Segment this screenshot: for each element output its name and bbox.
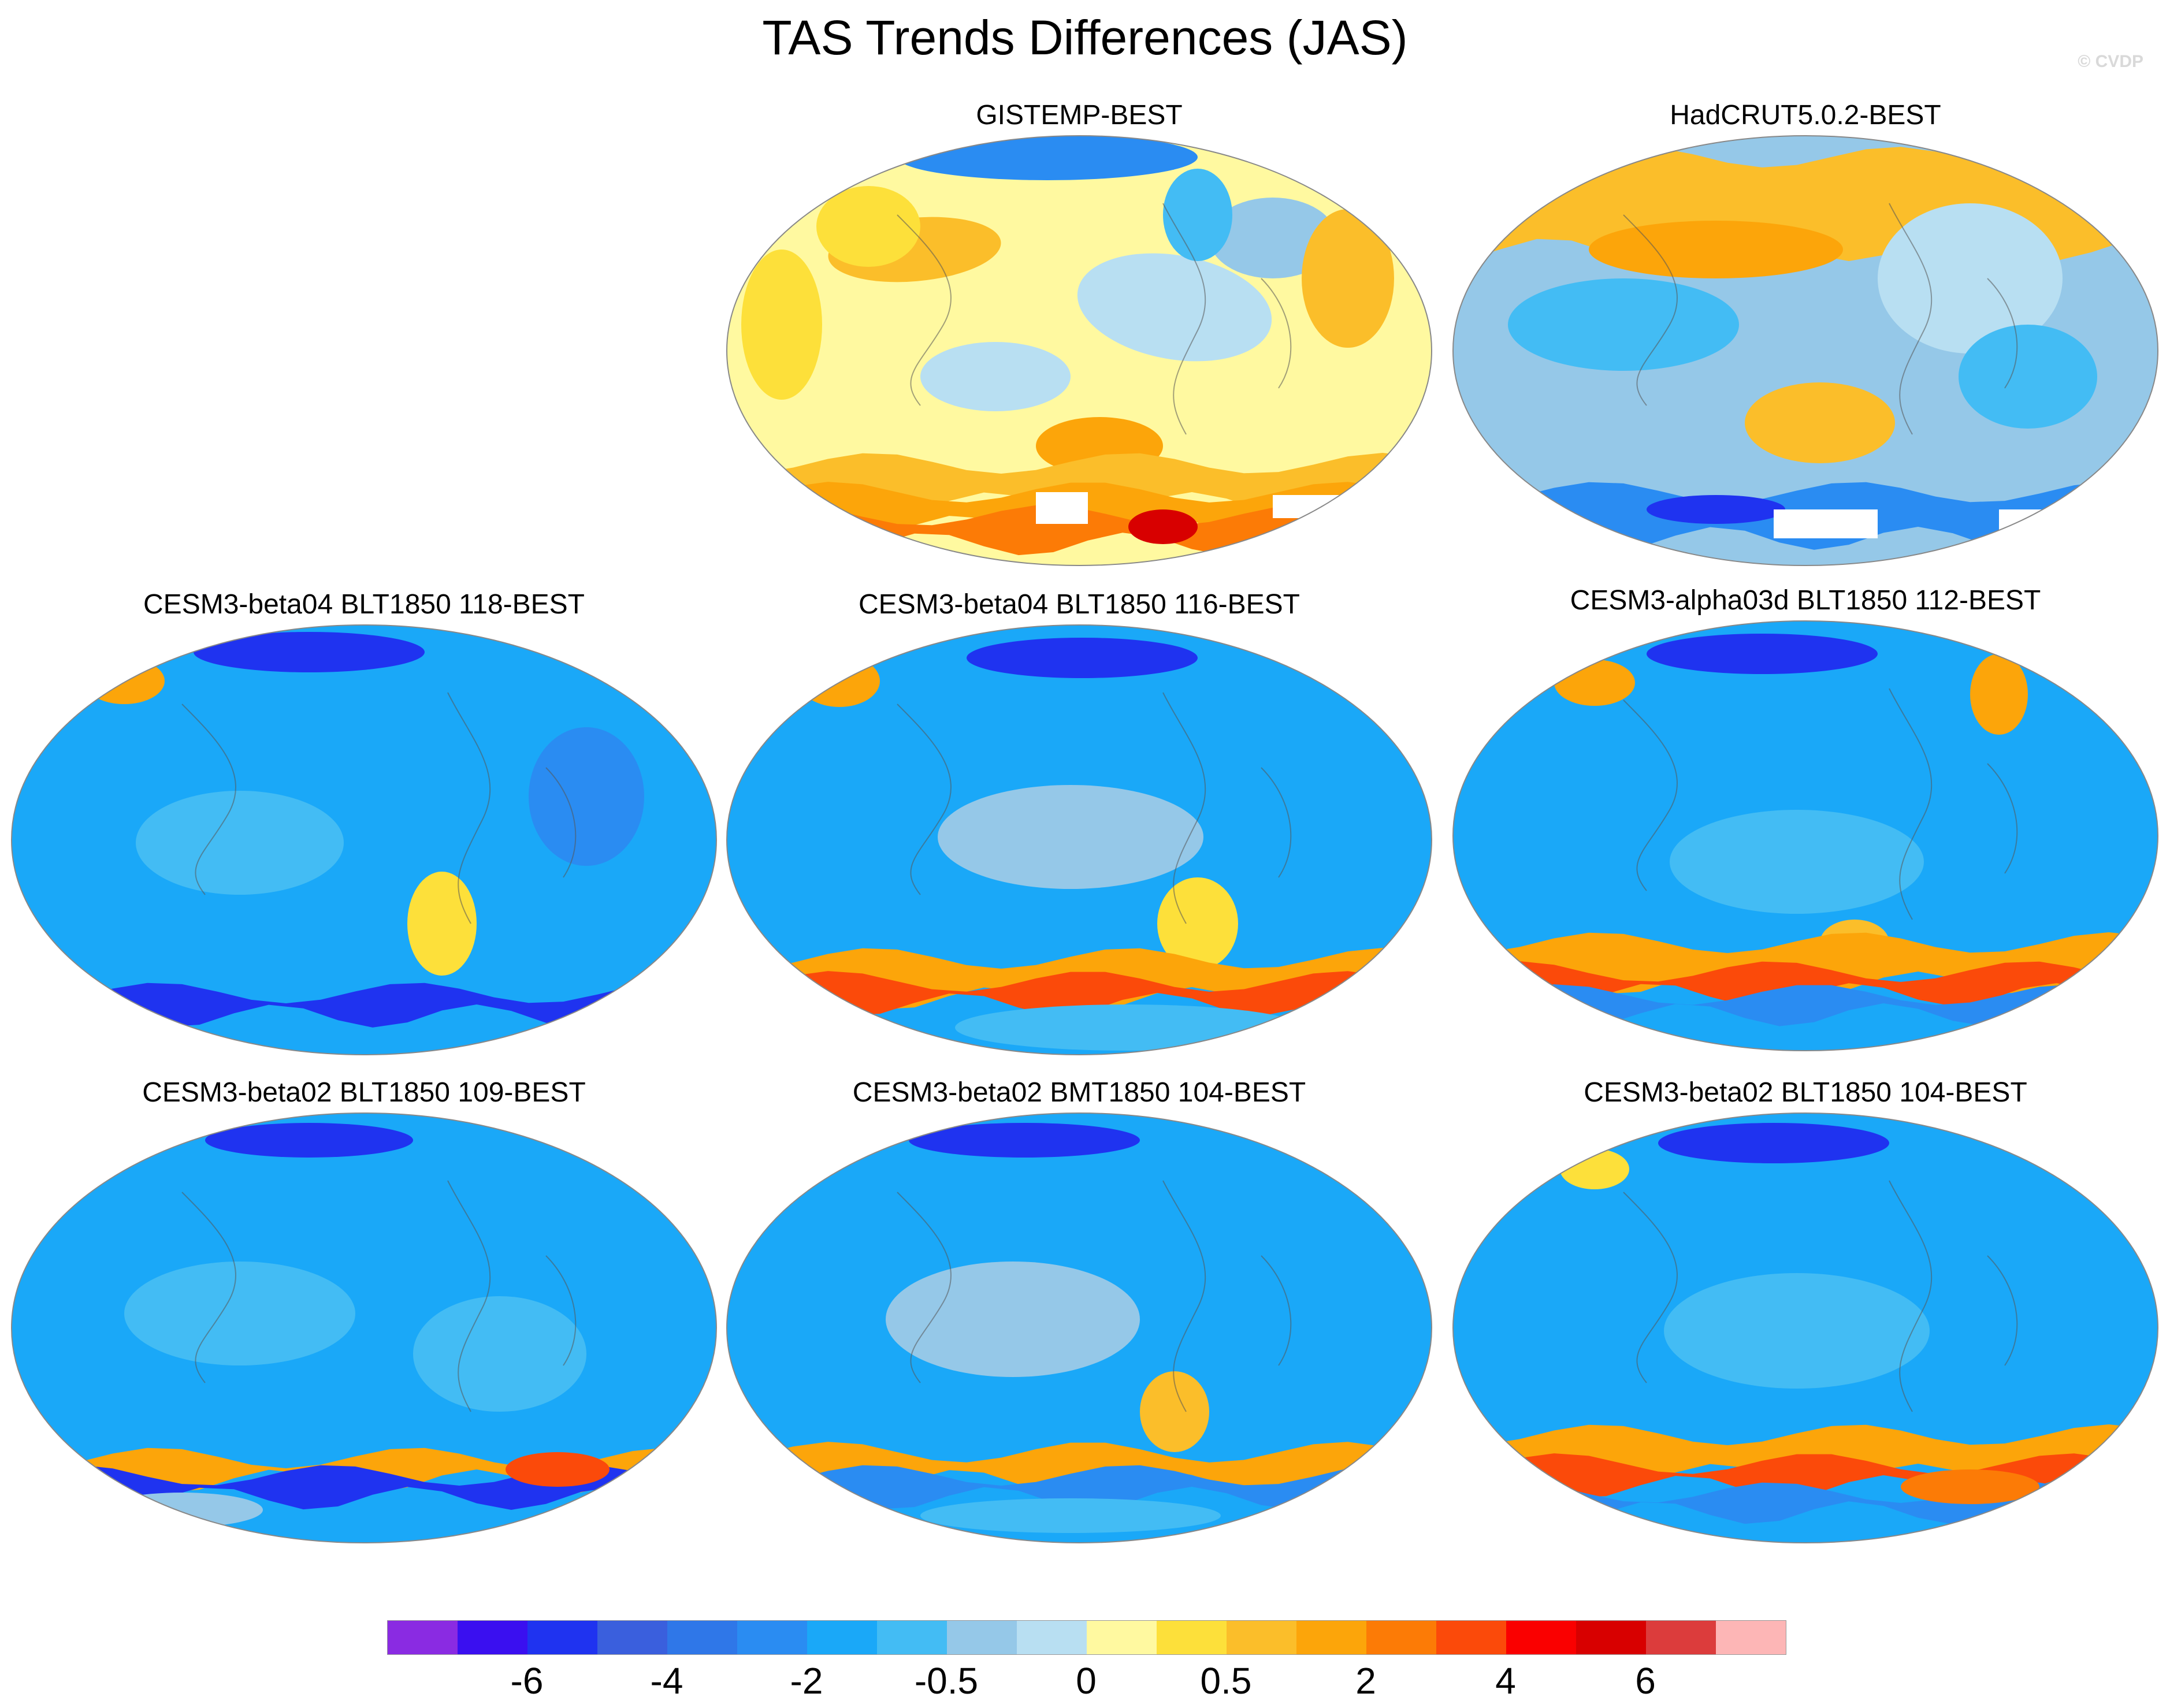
- map-panel-beta04-118: CESM3-beta04 BLT1850 118-BEST: [9, 587, 719, 1073]
- colorbar-tick-label: -4: [650, 1660, 683, 1702]
- coastline: [1623, 1180, 2018, 1412]
- colorbar-labels: -6 -4 -2 -0.5 0 0.5 2 4 6: [387, 1659, 1785, 1705]
- map-panel-beta02-bmt-104: CESM3-beta02 BMT1850 104-BEST: [724, 1076, 1435, 1561]
- colorbar-swatch: [1227, 1621, 1296, 1654]
- colorbar-swatch: [1576, 1621, 1646, 1654]
- world-map: [1452, 620, 2158, 1051]
- watermark: © CVDP: [2078, 52, 2143, 71]
- colorbar-swatch: [458, 1621, 527, 1654]
- colorbar-tick-label: 4: [1495, 1660, 1516, 1702]
- colorbar-swatch: [1506, 1621, 1576, 1654]
- world-map: [726, 1112, 1432, 1543]
- colorbar-tick-label: 2: [1355, 1660, 1376, 1702]
- map-outline: [1452, 1112, 2158, 1543]
- colorbar-swatch: [597, 1621, 667, 1654]
- coastline: [1623, 203, 2018, 435]
- colorbar: [387, 1620, 1786, 1655]
- coastline: [897, 1180, 1292, 1412]
- coastline: [181, 692, 577, 924]
- colorbar-swatch: [1087, 1621, 1157, 1654]
- map-panel-alpha03d-112: CESM3-alpha03d BLT1850 112-BEST: [1450, 583, 2161, 1069]
- panel-title: CESM3-beta02 BLT1850 109-BEST: [142, 1077, 586, 1108]
- colorbar-swatch: [1716, 1621, 1786, 1654]
- map-panel-gistemp: GISTEMP-BEST: [724, 98, 1435, 583]
- trend-field: [1453, 621, 2158, 1051]
- colorbar-tick-label: 0: [1076, 1660, 1097, 1702]
- colorbar-swatch: [1017, 1621, 1087, 1654]
- colorbar-tick-label: 0.5: [1200, 1660, 1252, 1702]
- figure-title: TAS Trends Differences (JAS): [762, 10, 1408, 65]
- colorbar-tick-label: -0.5: [914, 1660, 979, 1702]
- colorbar-swatch: [1646, 1621, 1716, 1654]
- map-outline: [11, 1112, 717, 1543]
- panel-title: CESM3-beta02 BMT1850 104-BEST: [852, 1077, 1306, 1108]
- map-panel-beta02-blt-104: CESM3-beta02 BLT1850 104-BEST: [1450, 1076, 2161, 1561]
- map-panel-beta02-109: CESM3-beta02 BLT1850 109-BEST: [9, 1076, 719, 1561]
- panel-title: HadCRUT5.0.2-BEST: [1670, 100, 1941, 131]
- world-map: [726, 135, 1432, 566]
- map-outline: [1452, 135, 2158, 566]
- colorbar-swatch: [527, 1621, 597, 1654]
- trend-field: [1453, 136, 2158, 565]
- map-outline: [726, 135, 1432, 566]
- coastline: [897, 692, 1292, 924]
- colorbar-swatch: [737, 1621, 807, 1654]
- trend-field: [727, 136, 1432, 565]
- trend-field: [727, 625, 1432, 1055]
- panel-title: GISTEMP-BEST: [976, 100, 1183, 131]
- trend-field: [12, 1113, 716, 1543]
- colorbar-tick-label: 6: [1635, 1660, 1656, 1702]
- colorbar-swatch: [1436, 1621, 1506, 1654]
- world-map: [1452, 1112, 2158, 1543]
- map-panel-beta04-116: CESM3-beta04 BLT1850 116-BEST: [724, 587, 1435, 1073]
- colorbar-swatch: [388, 1621, 458, 1654]
- colorbar-swatch: [807, 1621, 877, 1654]
- colorbar-tick-label: -6: [510, 1660, 544, 1702]
- panel-title: CESM3-beta04 BLT1850 118-BEST: [143, 589, 585, 620]
- colorbar-swatch: [947, 1621, 1017, 1654]
- panel-title: CESM3-beta02 BLT1850 104-BEST: [1584, 1077, 2027, 1108]
- trend-field: [727, 1113, 1432, 1543]
- trend-field: [12, 625, 716, 1055]
- colorbar-swatch: [667, 1621, 737, 1654]
- map-outline: [1452, 620, 2158, 1051]
- colorbar-swatch: [877, 1621, 947, 1654]
- colorbar-swatch: [1366, 1621, 1436, 1654]
- world-map: [11, 1112, 717, 1543]
- colorbar-swatch: [1296, 1621, 1366, 1654]
- panel-title: CESM3-beta04 BLT1850 116-BEST: [859, 589, 1300, 620]
- world-map: [726, 624, 1432, 1055]
- panel-title: CESM3-alpha03d BLT1850 112-BEST: [1570, 585, 2041, 616]
- colorbar-swatch: [1157, 1621, 1227, 1654]
- map-outline: [726, 624, 1432, 1055]
- map-outline: [11, 624, 717, 1055]
- world-map: [1452, 135, 2158, 566]
- colorbar-tick-label: -2: [790, 1660, 823, 1702]
- map-outline: [726, 1112, 1432, 1543]
- coastline: [1623, 688, 2018, 920]
- coastline: [897, 203, 1292, 435]
- coastline: [181, 1180, 577, 1412]
- world-map: [11, 624, 717, 1055]
- map-panel-hadcrut: HadCRUT5.0.2-BEST: [1450, 98, 2161, 583]
